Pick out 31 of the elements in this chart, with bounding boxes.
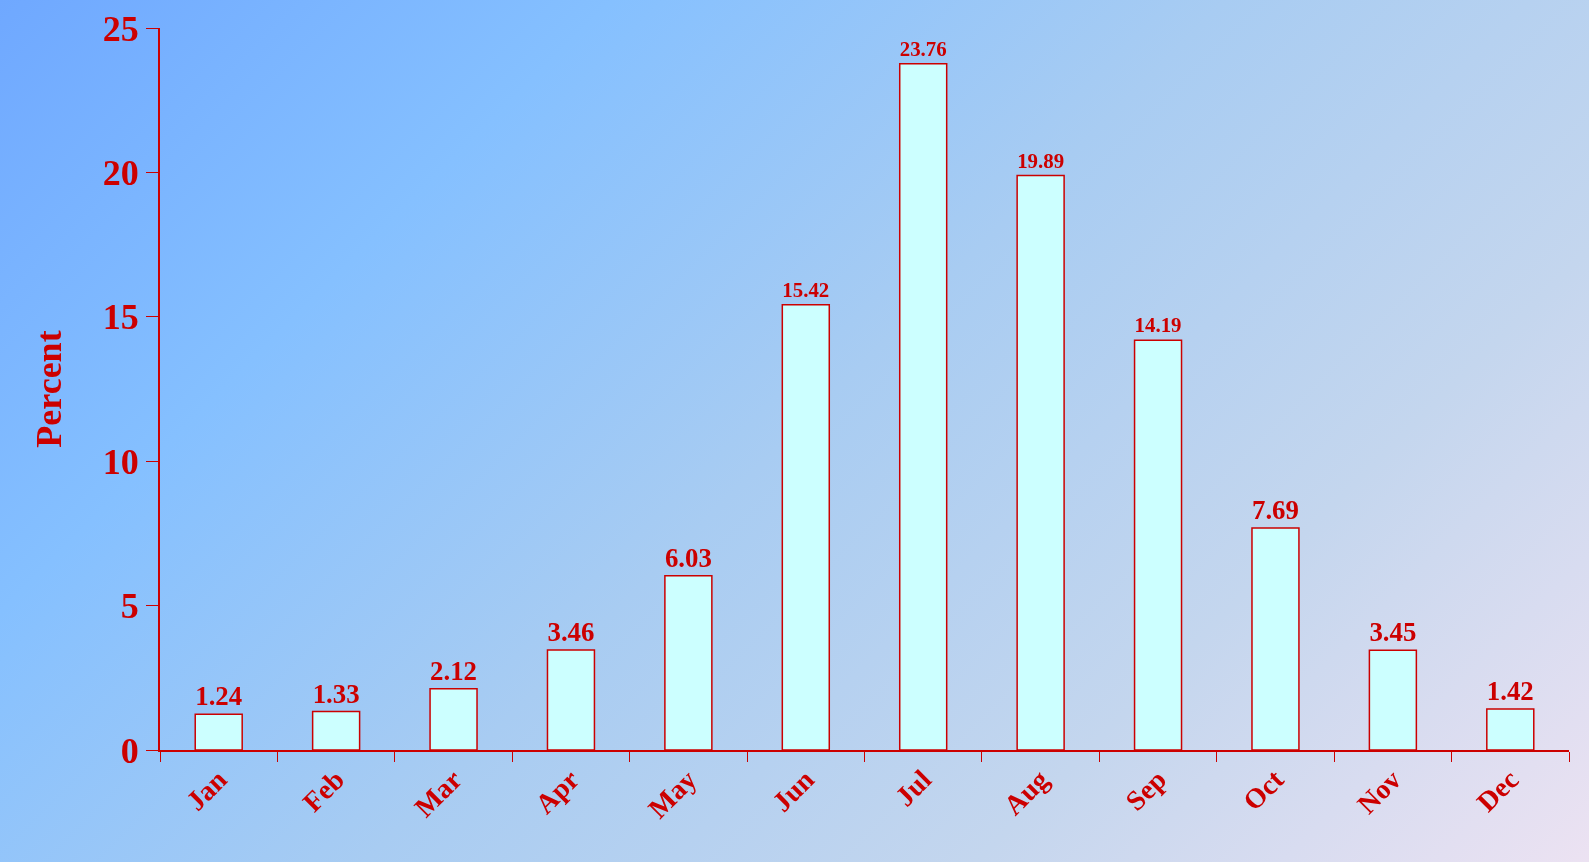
x-tick-label: Aug — [997, 763, 1055, 821]
y-tick-label: 0 — [120, 730, 139, 771]
x-tick-label: Jul — [889, 763, 938, 813]
x-tick-label: Jun — [766, 763, 821, 818]
x-tick-label: Feb — [296, 763, 351, 818]
data-label: 3.45 — [1369, 617, 1417, 648]
y-tick-label: 5 — [120, 586, 139, 627]
y-tick-label: 10 — [102, 441, 139, 482]
data-label: 14.19 — [1134, 313, 1182, 338]
y-tick-label: 25 — [102, 8, 139, 49]
data-label: 19.89 — [1017, 148, 1065, 173]
x-tick-label: Mar — [408, 763, 468, 824]
data-label: 2.12 — [430, 655, 478, 686]
data-label: 15.42 — [782, 277, 830, 302]
data-label: 3.46 — [547, 617, 595, 648]
data-label: 6.03 — [664, 542, 712, 573]
x-tick-label: May — [642, 763, 703, 825]
y-tick-label: 20 — [102, 153, 139, 193]
y-axis-title: Percent — [29, 330, 70, 448]
x-tick-label: Sep — [1119, 763, 1173, 817]
x-tick-label: Apr — [529, 763, 586, 820]
x-tick-label: Jan — [180, 763, 234, 817]
x-tick-label: Oct — [1236, 763, 1291, 817]
data-label: 7.69 — [1251, 494, 1299, 525]
data-label: 1.33 — [312, 678, 360, 709]
x-tick-label: Nov — [1350, 763, 1408, 820]
data-label: 1.24 — [195, 681, 243, 712]
data-label: 23.76 — [899, 37, 947, 62]
y-tick-label: 15 — [102, 297, 139, 338]
data-label: 1.42 — [1486, 675, 1534, 706]
x-tick-label: Dec — [1470, 763, 1525, 818]
